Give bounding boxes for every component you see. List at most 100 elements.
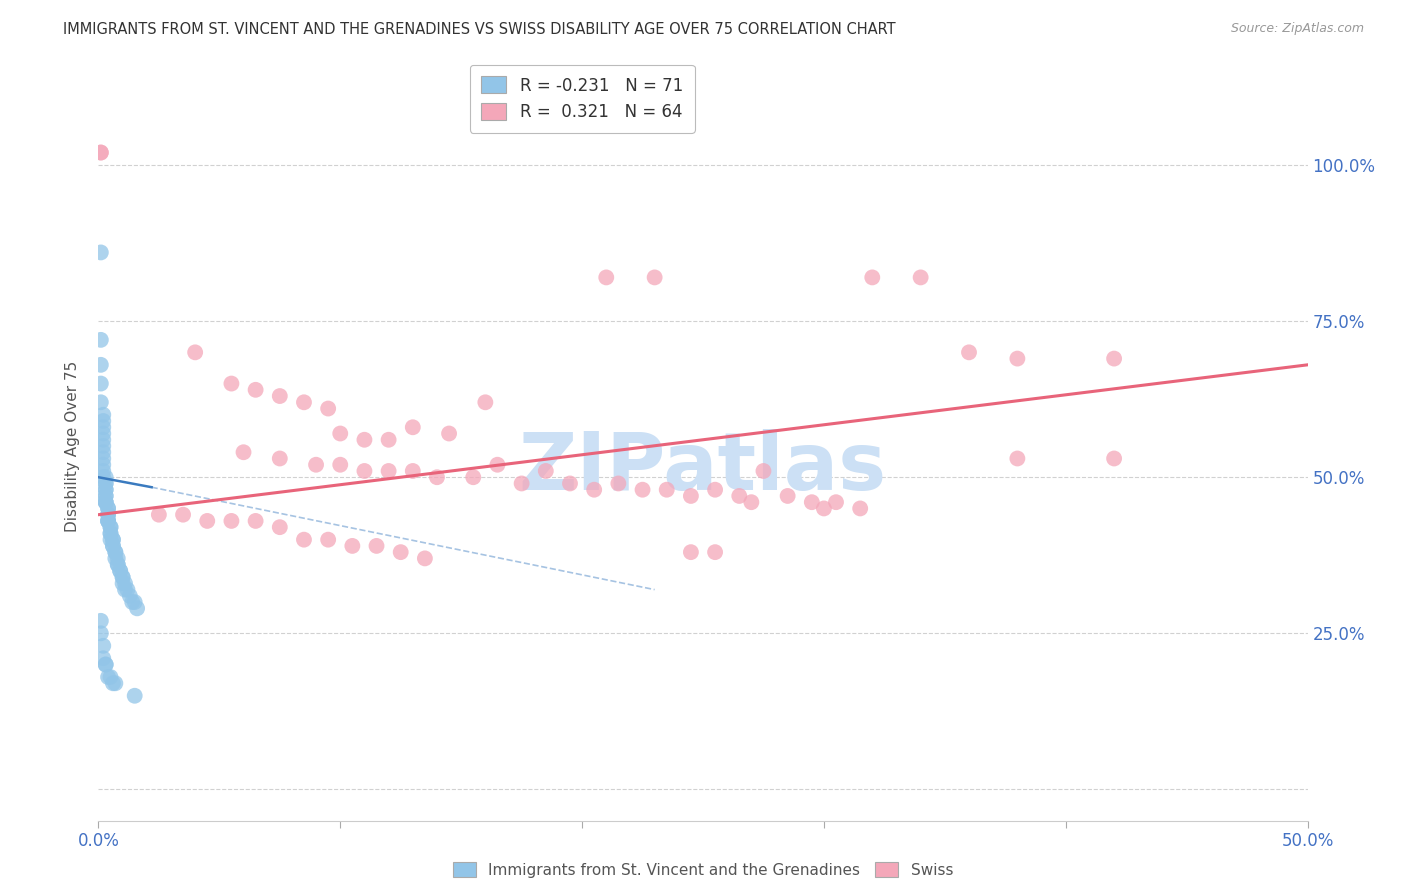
Point [329, 426, 352, 441]
Point [245, 383, 267, 397]
Point [91, 451, 114, 466]
Point [342, 539, 364, 553]
Point [221, 514, 243, 528]
Point [101, 539, 124, 553]
Text: IMMIGRANTS FROM ST. VINCENT AND THE GRENADINES VS SWISS DISABILITY AGE OVER 75 C: IMMIGRANTS FROM ST. VINCENT AND THE GREN… [63, 22, 896, 37]
Point [631, 483, 654, 497]
Text: Source: ZipAtlas.com: Source: ZipAtlas.com [1230, 22, 1364, 36]
Point [97, 670, 120, 684]
Point [245, 514, 267, 528]
Point [184, 345, 207, 359]
Point [655, 483, 678, 497]
Point [91, 639, 114, 653]
Point [101, 533, 124, 547]
Point [94, 489, 117, 503]
Point [389, 545, 412, 559]
Point [316, 533, 339, 547]
Point [97, 508, 120, 522]
Point [101, 539, 124, 553]
Point [104, 551, 127, 566]
Point [825, 495, 848, 509]
Point [426, 470, 449, 484]
Point [679, 489, 702, 503]
Point [94, 483, 117, 497]
Point [94, 483, 117, 497]
Point [752, 464, 775, 478]
Point [329, 458, 352, 472]
Point [644, 270, 666, 285]
Point [413, 551, 436, 566]
Point [100, 533, 122, 547]
Point [813, 501, 835, 516]
Legend: R = -0.231   N = 71, R =  0.321   N = 64: R = -0.231 N = 71, R = 0.321 N = 64 [470, 65, 695, 133]
Point [90, 358, 112, 372]
Point [91, 458, 114, 472]
Point [114, 582, 136, 597]
Point [269, 389, 291, 403]
Legend: Immigrants from St. Vincent and the Grenadines, Swiss: Immigrants from St. Vincent and the Gren… [453, 862, 953, 878]
Point [90, 245, 112, 260]
Point [957, 345, 980, 359]
Point [107, 558, 129, 572]
Point [90, 145, 112, 160]
Point [402, 464, 425, 478]
Point [558, 476, 581, 491]
Point [90, 376, 112, 391]
Point [91, 470, 114, 484]
Y-axis label: Disability Age Over 75: Disability Age Over 75 [65, 360, 80, 532]
Point [800, 495, 823, 509]
Point [100, 670, 122, 684]
Point [94, 476, 117, 491]
Point [90, 395, 112, 409]
Point [679, 545, 702, 559]
Point [269, 520, 291, 534]
Point [100, 520, 122, 534]
Point [474, 395, 496, 409]
Point [94, 657, 117, 672]
Point [101, 676, 124, 690]
Point [316, 401, 339, 416]
Point [121, 595, 143, 609]
Point [97, 508, 120, 522]
Point [107, 558, 129, 572]
Point [728, 489, 751, 503]
Point [104, 545, 127, 559]
Point [107, 551, 129, 566]
Point [111, 576, 134, 591]
Point [486, 458, 509, 472]
Point [776, 489, 799, 503]
Point [534, 464, 557, 478]
Point [101, 533, 124, 547]
Point [94, 489, 117, 503]
Point [100, 526, 122, 541]
Point [111, 570, 134, 584]
Point [91, 420, 114, 434]
Point [437, 426, 460, 441]
Point [97, 514, 120, 528]
Point [148, 508, 170, 522]
Point [232, 445, 254, 459]
Point [305, 458, 328, 472]
Point [366, 539, 388, 553]
Point [91, 408, 114, 422]
Point [292, 533, 315, 547]
Point [124, 595, 146, 609]
Point [90, 626, 112, 640]
Point [108, 564, 131, 578]
Point [90, 333, 112, 347]
Point [353, 433, 375, 447]
Point [221, 376, 243, 391]
Point [104, 545, 127, 559]
Text: ZIPatlas: ZIPatlas [519, 429, 887, 508]
Point [91, 464, 114, 478]
Point [353, 464, 375, 478]
Point [100, 526, 122, 541]
Point [1007, 351, 1029, 366]
Point [269, 451, 291, 466]
Point [292, 395, 315, 409]
Point [195, 514, 218, 528]
Point [94, 657, 117, 672]
Point [91, 433, 114, 447]
Point [91, 414, 114, 428]
Point [97, 501, 120, 516]
